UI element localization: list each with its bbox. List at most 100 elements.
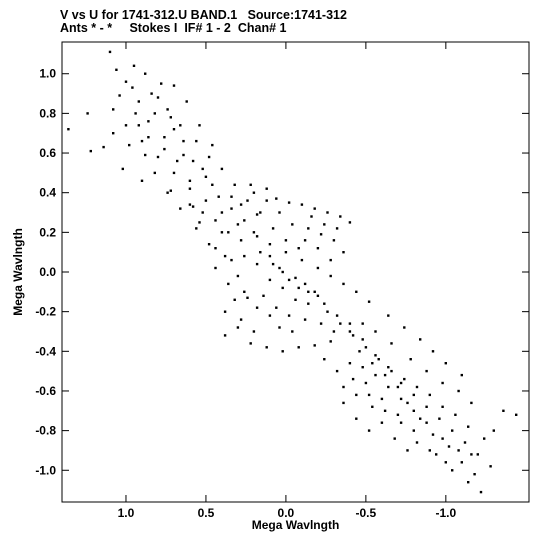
data-point [428, 393, 431, 397]
data-point [89, 149, 92, 153]
data-point [278, 211, 281, 214]
data-point [374, 373, 377, 377]
data-point [246, 199, 249, 202]
data-point [191, 205, 195, 208]
data-point [204, 175, 208, 178]
data-point [195, 227, 198, 230]
data-point [153, 171, 156, 175]
data-point [259, 211, 262, 214]
x-tick-label: 0.5 [198, 506, 215, 520]
data-point [387, 385, 390, 389]
data-point [451, 429, 454, 432]
data-point [233, 183, 236, 186]
data-point [374, 354, 377, 357]
data-point [137, 124, 140, 127]
data-point [412, 409, 415, 412]
data-point [419, 338, 422, 341]
data-point [323, 358, 326, 361]
data-point [137, 100, 140, 103]
data-point [396, 385, 400, 389]
data-point [383, 373, 387, 377]
data-point [259, 251, 262, 254]
y-tick-label: 0.8 [39, 106, 56, 120]
data-point [339, 322, 342, 325]
y-axis-label: Mega Wavlngth [11, 228, 25, 316]
data-point [361, 322, 364, 325]
data-point [444, 461, 447, 464]
data-point [179, 124, 182, 127]
data-point [140, 139, 144, 143]
data-point [188, 187, 192, 190]
x-axis-label: Mega Wavlngth [252, 518, 340, 532]
data-point [470, 401, 473, 405]
data-point [287, 278, 291, 282]
data-point [479, 490, 483, 494]
data-point [313, 290, 316, 293]
data-point [223, 334, 227, 337]
data-point [223, 310, 227, 313]
data-point [246, 296, 249, 299]
data-point [313, 207, 316, 210]
data-point [166, 108, 169, 111]
data-point [112, 132, 115, 135]
data-point [291, 330, 294, 333]
data-point [323, 302, 326, 305]
data-point [348, 221, 352, 224]
data-point [444, 362, 447, 365]
data-point [415, 385, 419, 389]
data-point [310, 215, 313, 218]
data-point [460, 373, 463, 377]
data-point [255, 262, 259, 266]
data-point [249, 183, 252, 186]
data-point [361, 366, 364, 369]
data-point [431, 433, 435, 436]
data-point [86, 112, 89, 115]
data-point [502, 409, 505, 412]
data-point [265, 199, 268, 202]
y-tick-label: -0.6 [35, 384, 56, 398]
data-point [131, 86, 134, 89]
data-point [342, 282, 345, 286]
data-point [284, 239, 288, 242]
data-point [271, 262, 275, 266]
data-point [307, 227, 310, 230]
data-point [220, 211, 224, 214]
data-point [297, 346, 300, 349]
data-point [303, 239, 307, 242]
data-point [172, 128, 176, 131]
data-point [342, 401, 345, 405]
data-point [156, 96, 160, 99]
data-point [198, 221, 201, 224]
data-point [140, 179, 144, 182]
data-point [329, 340, 332, 343]
x-tick-label: 1.0 [118, 506, 135, 520]
data-point [323, 223, 326, 226]
data-point [326, 211, 329, 214]
data-point [361, 338, 364, 341]
data-point [387, 314, 390, 317]
data-point [377, 358, 380, 361]
data-point [396, 413, 400, 416]
data-point [271, 227, 275, 230]
data-point [124, 124, 128, 127]
data-point [207, 243, 211, 246]
data-point [307, 302, 310, 305]
data-point [191, 159, 195, 163]
plot-title-line2: Ants * - * Stokes I IF# 1 - 2 Chan# 1 [60, 21, 287, 35]
data-point [355, 290, 358, 293]
data-point [252, 231, 256, 234]
data-point [268, 254, 272, 258]
data-point [281, 286, 284, 290]
data-point [243, 219, 246, 222]
data-point [351, 334, 355, 337]
data-point [112, 108, 115, 111]
data-point [108, 50, 112, 54]
data-point [447, 445, 451, 448]
data-point [163, 136, 166, 139]
data-point [297, 247, 300, 250]
data-point [236, 274, 240, 278]
data-point [342, 385, 345, 389]
data-point [281, 270, 284, 274]
data-point [406, 401, 409, 405]
data-point [268, 278, 272, 282]
